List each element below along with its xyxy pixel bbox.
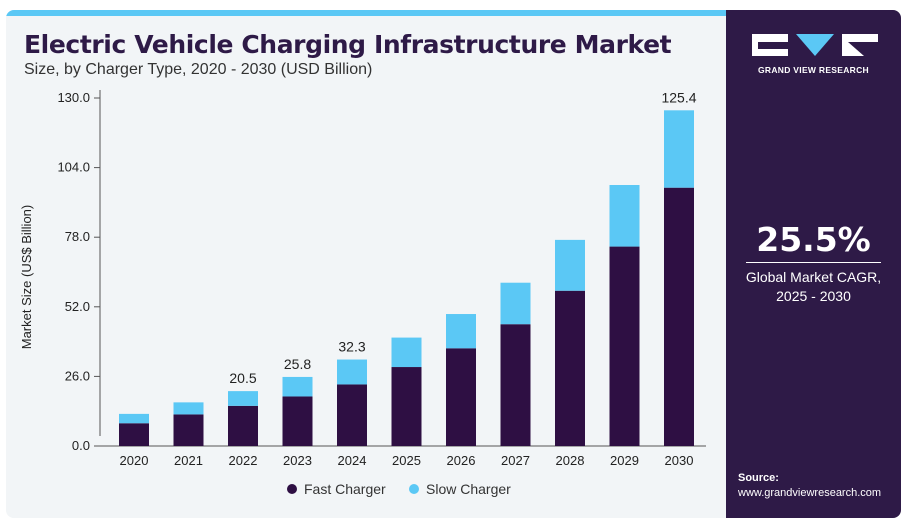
y-tick-label: 26.0: [65, 368, 90, 383]
source-label: Source:: [738, 472, 779, 484]
bar-fast-charger-2027: [500, 324, 531, 446]
cagr-value: 25.5%: [756, 220, 871, 259]
bar-fast-charger-2029: [609, 246, 640, 446]
data-label: 125.4: [661, 89, 696, 105]
x-tick-label: 2020: [120, 453, 149, 468]
data-label: 25.8: [284, 356, 311, 372]
data-label: 20.5: [229, 370, 256, 386]
bars-group: [119, 110, 694, 446]
bar-chart: Market Size (US$ Billion) 0.0 26.0 52.0 78.…: [19, 89, 706, 497]
x-tick-label: 2026: [447, 453, 476, 468]
bar-fast-charger-2024: [337, 384, 367, 446]
bar-slow-charger-2025: [391, 337, 422, 368]
y-tick-label: 78.0: [65, 229, 90, 244]
y-tick-group: 0.0 26.0 52.0 78.0 104.0 130.0: [57, 90, 100, 453]
bar-fast-charger-2025: [391, 367, 422, 446]
x-tick-label: 2030: [665, 453, 694, 468]
bar-slow-charger-2028: [555, 239, 585, 291]
y-tick-label: 52.0: [65, 299, 90, 314]
chart-panel: Electric Vehicle Charging Infrastructure…: [6, 10, 726, 518]
data-label-group: 20.5 25.8 32.3 125.4: [229, 89, 696, 386]
y-tick-label: 0.0: [72, 438, 90, 453]
bar-fast-charger-2026: [446, 348, 476, 446]
x-tick-label: 2028: [556, 453, 585, 468]
cagr-divider: [746, 262, 881, 263]
infographic-card: Electric Vehicle Charging Infrastructure…: [6, 10, 901, 518]
legend-marker-slow-charger: [409, 484, 419, 494]
bar-slow-charger-2024: [337, 359, 367, 385]
legend-label: Fast Charger: [304, 481, 386, 497]
bar-slow-charger-2022: [228, 391, 258, 406]
bar-slow-charger-2026: [446, 314, 476, 349]
x-tick-label: 2027: [501, 453, 530, 468]
bar-slow-charger-2023: [282, 376, 313, 397]
bar-slow-charger-2020: [119, 413, 149, 424]
brand-name: GRAND VIEW RESEARCH: [757, 65, 869, 75]
bar-slow-charger-2030: [664, 110, 694, 188]
y-tick-label: 104.0: [57, 160, 90, 175]
x-tick-label: 2025: [392, 453, 421, 468]
chart-title: Electric Vehicle Charging Infrastructure…: [24, 30, 672, 59]
x-tick-label: 2029: [610, 453, 639, 468]
y-tick-label: 130.0: [57, 90, 90, 105]
legend: Fast Charger Slow Charger: [287, 481, 511, 497]
y-axis-label: Market Size (US$ Billion): [19, 205, 34, 350]
x-tick-label: 2024: [338, 453, 367, 468]
cagr-label-line1: Global Market CAGR,: [745, 269, 882, 285]
y-axis-title: Market Size (US$ Billion): [19, 205, 34, 350]
bar-slow-charger-2027: [500, 282, 531, 325]
brand-panel: GRAND VIEW RESEARCH 25.5% Global Market …: [726, 10, 901, 518]
data-label: 32.3: [338, 339, 365, 355]
cagr-label: Global Market CAGR, 2025 - 2030: [726, 268, 901, 306]
x-tick-group: 2020 2021 2022 2023 2024 2025 2026 2027 2028 2029…: [120, 453, 694, 468]
source-url[interactable]: www.grandviewresearch.com: [738, 487, 882, 499]
x-tick-label: 2021: [174, 453, 203, 468]
chart-subtitle: Size, by Charger Type, 2020 - 2030 (USD …: [24, 61, 373, 78]
cagr-label-line2: 2025 - 2030: [776, 288, 851, 304]
bar-slow-charger-2021: [173, 402, 204, 415]
legend-marker-fast-charger: [287, 484, 297, 494]
bar-fast-charger-2021: [173, 414, 204, 446]
bar-fast-charger-2022: [228, 405, 258, 446]
accent-bar: [6, 10, 726, 16]
bar-fast-charger-2020: [119, 423, 149, 446]
bar-fast-charger-2023: [282, 396, 313, 446]
x-tick-label: 2022: [229, 453, 258, 468]
x-tick-label: 2023: [283, 453, 312, 468]
bar-slow-charger-2029: [609, 185, 640, 247]
gvr-logo-icon: [752, 34, 878, 56]
bar-fast-charger-2028: [555, 290, 585, 446]
legend-label: Slow Charger: [426, 481, 511, 497]
bar-fast-charger-2030: [664, 187, 694, 446]
